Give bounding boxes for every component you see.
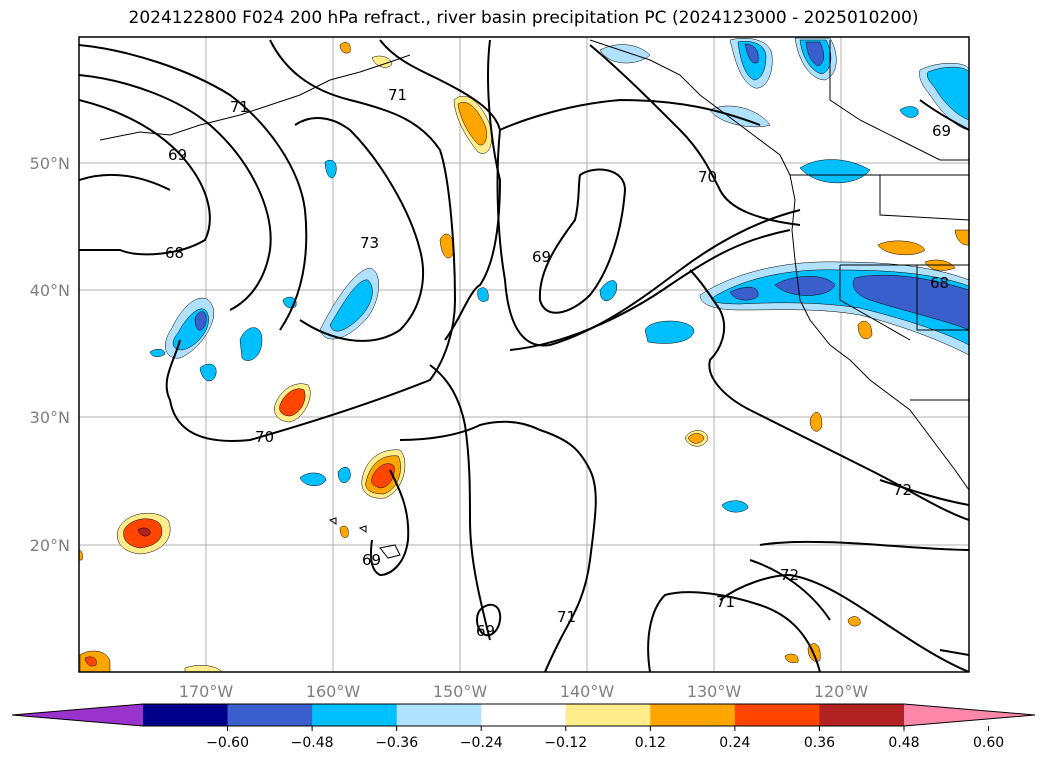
contour-label: 70 xyxy=(255,428,274,446)
contour-label: 70 xyxy=(698,168,717,186)
colorbar-tick-label: −0.48 xyxy=(291,735,334,751)
lon-label-120w: 120°W xyxy=(814,682,869,701)
colorbar-tick-label: 0.24 xyxy=(719,735,750,751)
lat-label-50n: 50°N xyxy=(30,154,70,173)
contour-label: 73 xyxy=(360,234,379,252)
contour-label: 69 xyxy=(532,248,551,266)
contour-labels: 71 71 69 68 73 70 69 70 69 72 72 71 71 6… xyxy=(165,86,951,640)
contour-label: 72 xyxy=(893,481,912,499)
lat-label-30n: 30°N xyxy=(30,408,70,427)
contour-label: 68 xyxy=(165,244,184,262)
contour-label: 69 xyxy=(476,622,495,640)
refractivity-contours xyxy=(79,39,969,672)
colorbar-segment xyxy=(143,704,229,726)
colorbar-tick-label: 0.48 xyxy=(888,735,919,751)
contour-label: 69 xyxy=(168,146,187,164)
colorbar-tick-label: −0.36 xyxy=(375,735,418,751)
contour-label: 71 xyxy=(230,98,249,116)
lon-label-140w: 140°W xyxy=(560,682,615,701)
colorbar-segment xyxy=(227,704,313,726)
colorbar-extend-high xyxy=(904,704,1035,726)
lat-label-20n: 20°N xyxy=(30,536,70,555)
page-title: 2024122800 F024 200 hPa refract., river … xyxy=(128,8,919,28)
colorbar-tick-label: −0.12 xyxy=(544,735,587,751)
colorbar-segment xyxy=(312,704,398,726)
colorbar: −0.60 −0.48 −0.36 −0.24 −0.12 0.12 0.24 0.36 0.4… xyxy=(11,703,1036,751)
latitude-labels: 50°N 40°N 30°N 20°N xyxy=(30,154,70,555)
contour-label: 72 xyxy=(780,566,799,584)
lat-label-40n: 40°N xyxy=(30,281,70,300)
contour-label: 71 xyxy=(716,593,735,611)
lon-label-170w: 170°W xyxy=(179,682,234,701)
longitude-labels: 170°W 160°W 150°W 140°W 130°W 120°W xyxy=(179,682,869,701)
contour-label: 69 xyxy=(362,551,381,569)
lon-label-160w: 160°W xyxy=(306,682,361,701)
colorbar-segment xyxy=(734,704,820,726)
colorbar-tick-label: 0.60 xyxy=(973,735,1004,751)
map-background xyxy=(79,37,969,672)
contour-label: 68 xyxy=(930,274,949,292)
colorbar-segment xyxy=(650,704,736,726)
colorbar-segment xyxy=(396,704,482,726)
colorbar-segment xyxy=(565,704,651,726)
colorbar-tick-label: 0.36 xyxy=(804,735,835,751)
contour-label: 71 xyxy=(388,86,407,104)
colorbar-tick-label: 0.12 xyxy=(635,735,666,751)
precip-shading xyxy=(79,37,969,672)
colorbar-tick-label: −0.24 xyxy=(460,735,503,751)
contour-label: 71 xyxy=(557,608,576,626)
coastlines xyxy=(99,39,969,559)
lon-label-150w: 150°W xyxy=(433,682,488,701)
contour-label: 69 xyxy=(932,122,951,140)
colorbar-tick-label: −0.60 xyxy=(206,735,249,751)
map-frame xyxy=(78,36,970,673)
colorbar-outline xyxy=(11,703,1036,727)
colorbar-segment xyxy=(819,704,905,726)
colorbar-extend-low xyxy=(12,704,143,726)
colorbar-segment xyxy=(481,704,567,726)
lon-label-130w: 130°W xyxy=(687,682,742,701)
